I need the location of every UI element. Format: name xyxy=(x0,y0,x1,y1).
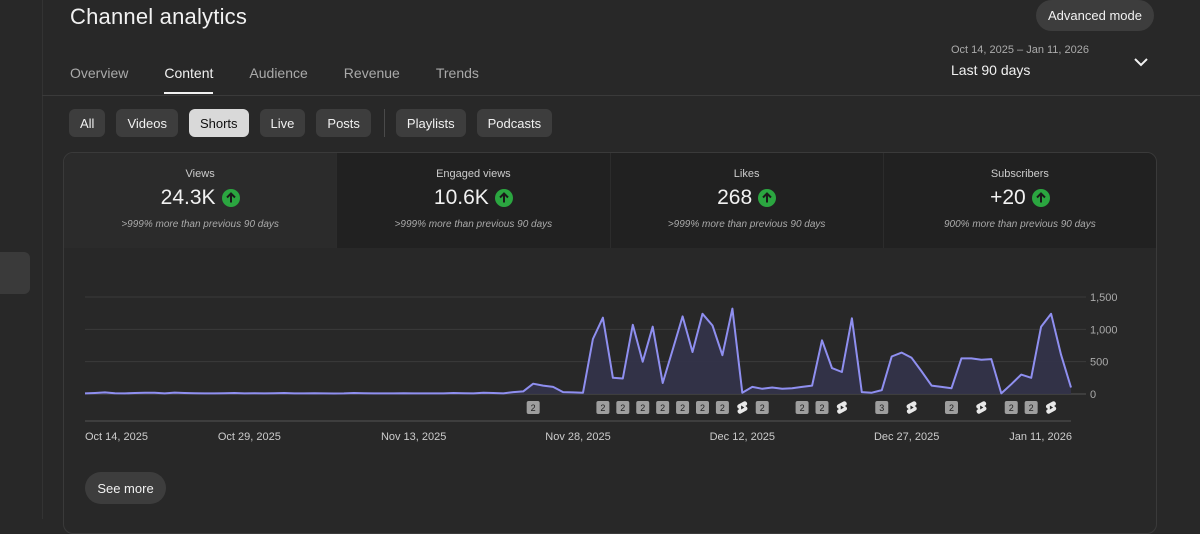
annotation-marker xyxy=(526,401,540,414)
annotation-marker xyxy=(755,401,769,414)
arrow-up-icon xyxy=(758,189,777,207)
date-range-selector[interactable]: Oct 14, 2025 – Jan 11, 2026 Last 90 days xyxy=(951,44,1089,78)
filter-divider xyxy=(383,109,385,137)
metric-value: 24.3K xyxy=(160,186,216,209)
filter-chip-all[interactable]: All xyxy=(69,109,106,137)
annotation-count: 2 xyxy=(949,403,954,413)
filter-chip-shorts[interactable]: Shorts xyxy=(188,109,249,137)
metric-value: 268 xyxy=(717,186,753,209)
metric-change: >999% more than previous 90 days xyxy=(121,219,279,230)
page-title: Channel analytics xyxy=(70,4,248,29)
metric-label: Views xyxy=(185,168,215,180)
tabs-divider xyxy=(42,95,1200,96)
x-tick-label: Nov 28, 2025 xyxy=(545,431,610,443)
metric-change: >999% more than previous 90 days xyxy=(394,219,553,230)
annotation-count: 2 xyxy=(820,403,825,413)
annotation-count: 2 xyxy=(531,403,536,413)
metric-tab-engaged-views[interactable]: Engaged views 10.6K >999% more than prev… xyxy=(337,153,611,248)
annotation-marker xyxy=(596,401,610,414)
shorts-icon xyxy=(976,401,987,414)
tab-bar: Overview Content Audience Revenue Trends xyxy=(70,56,515,96)
tab-audience[interactable]: Audience xyxy=(249,65,308,81)
metric-label: Engaged views xyxy=(436,168,511,180)
x-tick-label: Dec 27, 2025 xyxy=(874,431,939,443)
metric-tab-likes[interactable]: Likes 268 >999% more than previous 90 da… xyxy=(610,153,884,248)
advanced-mode-button[interactable]: Advanced mode xyxy=(1036,0,1154,31)
annotation-marker xyxy=(1024,401,1038,414)
annotation-marker xyxy=(616,401,630,414)
metric-tab-subscribers[interactable]: Subscribers +20 900% more than previous … xyxy=(883,153,1156,248)
tab-overview[interactable]: Overview xyxy=(70,65,129,81)
annotation-count: 2 xyxy=(620,403,625,413)
x-tick-label: Nov 13, 2025 xyxy=(381,431,446,443)
metric-change: >999% more than previous 90 days xyxy=(667,219,826,230)
chart-area xyxy=(85,308,1071,394)
y-tick-label: 1,000 xyxy=(1090,324,1118,336)
date-range-label: Last 90 days xyxy=(951,62,1031,78)
annotation-marker xyxy=(656,401,670,414)
see-more-button[interactable]: See more xyxy=(85,472,166,504)
arrow-up-icon xyxy=(494,189,513,207)
filter-chip-playlists[interactable]: Playlists xyxy=(395,109,466,137)
x-tick-label: Dec 12, 2025 xyxy=(710,431,775,443)
annotation-marker xyxy=(695,401,709,414)
annotation-count: 2 xyxy=(1029,403,1034,413)
filter-chip-podcasts[interactable]: Podcasts xyxy=(476,109,553,137)
annotation-marker xyxy=(815,401,829,414)
shorts-icon xyxy=(836,401,848,414)
y-tick-label: 1,500 xyxy=(1090,292,1118,304)
date-range-dates: Oct 14, 2025 – Jan 11, 2026 xyxy=(951,44,1090,56)
annotation-count: 2 xyxy=(660,403,665,413)
content-type-filters: All Videos Shorts Live Posts Playlists P… xyxy=(69,109,563,137)
arrow-up-icon xyxy=(221,189,240,207)
annotation-count: 2 xyxy=(800,403,805,413)
arrow-up-icon xyxy=(1031,189,1050,207)
annotation-marker xyxy=(795,401,809,414)
annotation-marker xyxy=(676,401,690,414)
annotation-count: 2 xyxy=(680,403,685,413)
annotation-count: 2 xyxy=(720,403,725,413)
y-tick-label: 0 xyxy=(1090,389,1096,401)
tab-revenue[interactable]: Revenue xyxy=(343,65,400,81)
metric-label: Likes xyxy=(733,168,760,180)
annotation-count: 2 xyxy=(640,403,645,413)
x-tick-label: Jan 11, 2026 xyxy=(1009,431,1072,443)
annotation-count: 2 xyxy=(600,403,605,413)
filter-chip-posts[interactable]: Posts xyxy=(316,109,371,137)
tab-content[interactable]: Content xyxy=(164,56,214,94)
rail-active-item[interactable] xyxy=(0,252,30,294)
filter-chip-videos[interactable]: Videos xyxy=(116,109,178,137)
analytics-card: Views 24.3K >999% more than previous 90 … xyxy=(63,152,1157,534)
x-tick-label: Oct 14, 2025 xyxy=(85,431,148,443)
shorts-icon xyxy=(1045,401,1057,414)
annotation-marker xyxy=(1004,401,1018,414)
metric-tab-views[interactable]: Views 24.3K >999% more than previous 90 … xyxy=(64,153,338,248)
annotation-count: 2 xyxy=(1009,403,1014,413)
metric-label: Subscribers xyxy=(990,168,1049,180)
filter-chip-live[interactable]: Live xyxy=(259,109,306,137)
tab-trends[interactable]: Trends xyxy=(435,65,479,81)
shorts-icon xyxy=(906,401,917,414)
x-tick-label: Oct 29, 2025 xyxy=(218,431,281,443)
annotation-count: 2 xyxy=(700,403,705,413)
annotation-marker xyxy=(875,401,889,414)
chevron-down-icon[interactable] xyxy=(1130,54,1152,72)
annotation-count: 2 xyxy=(760,403,765,413)
views-chart: 1,500 1,000 500 0 2 2 2 2 2 2 2 2 2 2 2 3 2 2 2 Oct 14, 202… xyxy=(84,292,1118,443)
metric-value: 10.6K xyxy=(433,186,489,209)
shorts-icon xyxy=(737,401,748,414)
annotation-count: 3 xyxy=(879,403,884,413)
metric-tabs: Views 24.3K >999% more than previous 90 … xyxy=(64,153,1156,248)
annotation-marker xyxy=(944,401,958,414)
series-line-views xyxy=(84,307,1072,395)
left-rail xyxy=(0,0,43,519)
annotation-marker xyxy=(715,401,729,414)
annotation-marker xyxy=(636,401,650,414)
metric-value: +20 xyxy=(990,186,1026,209)
metric-change: 900% more than previous 90 days xyxy=(943,219,1096,230)
y-tick-label: 500 xyxy=(1090,357,1108,369)
